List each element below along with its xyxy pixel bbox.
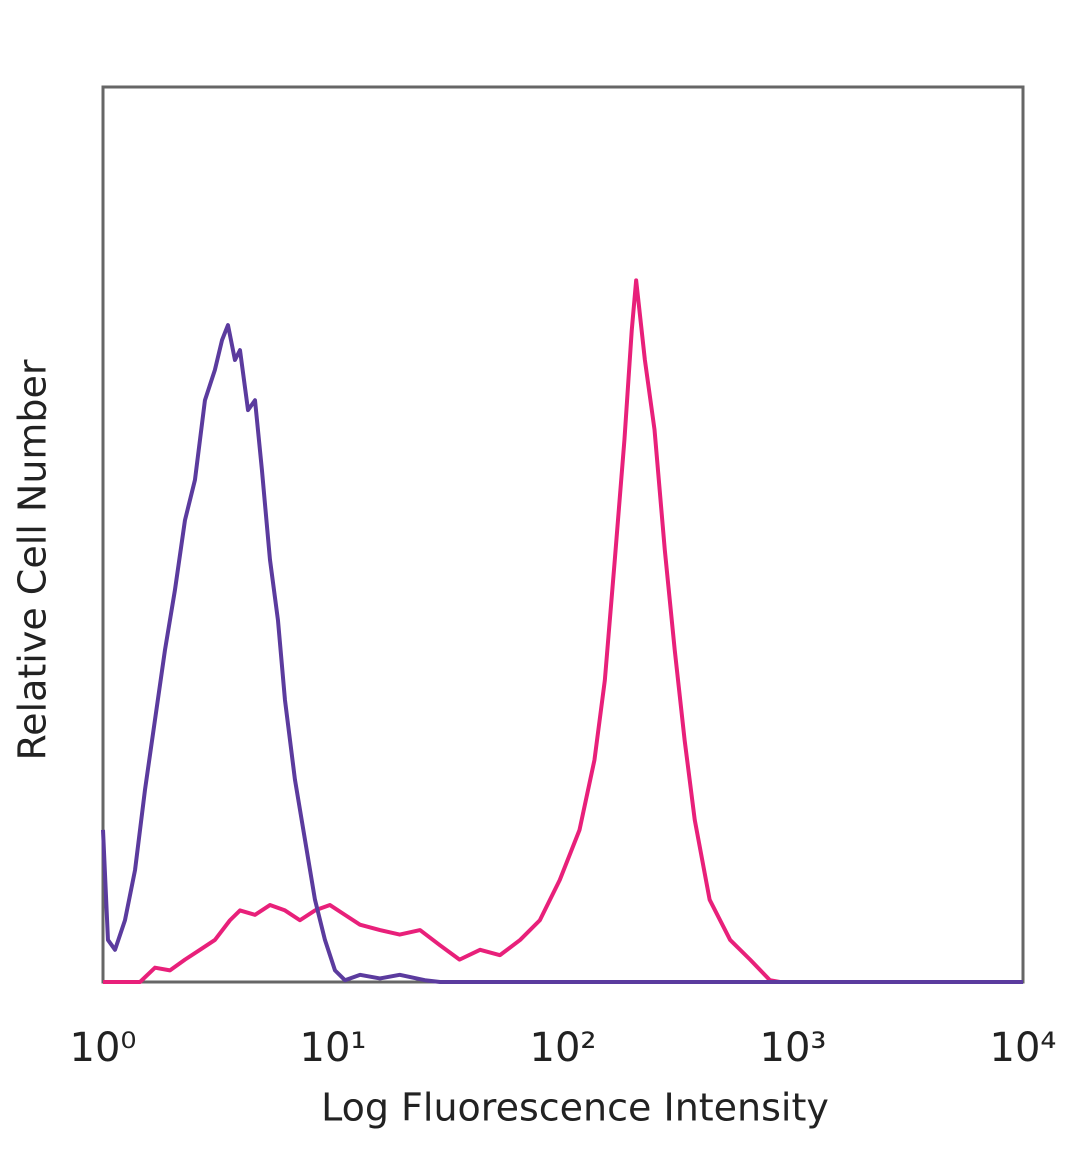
plot-frame (101, 85, 1025, 984)
x-tick-label: 10³ (760, 1025, 827, 1071)
x-tick-label: 10¹ (300, 1025, 367, 1071)
x-tick-label: 10² (530, 1025, 597, 1071)
x-tick-label: 10⁴ (990, 1025, 1057, 1071)
x-tick-label: 10⁰ (70, 1025, 137, 1071)
y-axis-label: Relative Cell Number (11, 359, 55, 760)
histogram-line (103, 278, 781, 984)
histogram-line (101, 323, 1023, 984)
x-axis-label: Log Fluorescence Intensity (321, 1086, 829, 1130)
